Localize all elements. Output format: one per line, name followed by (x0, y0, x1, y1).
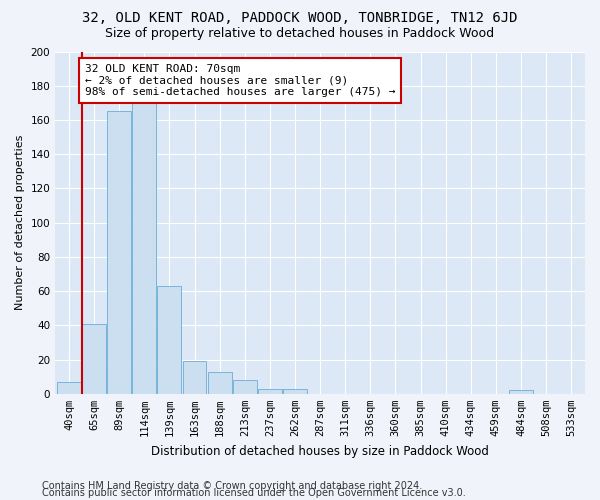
Bar (258, 388, 282, 394)
Text: Size of property relative to detached houses in Paddock Wood: Size of property relative to detached ho… (106, 28, 494, 40)
Text: 32, OLD KENT ROAD, PADDOCK WOOD, TONBRIDGE, TN12 6JD: 32, OLD KENT ROAD, PADDOCK WOOD, TONBRID… (82, 11, 518, 25)
Bar (208, 372, 232, 394)
Bar (82, 324, 106, 394)
Bar (107, 112, 131, 394)
Y-axis label: Number of detached properties: Number of detached properties (15, 135, 25, 310)
Text: 32 OLD KENT ROAD: 70sqm
← 2% of detached houses are smaller (9)
98% of semi-deta: 32 OLD KENT ROAD: 70sqm ← 2% of detached… (85, 64, 395, 97)
Bar (133, 103, 156, 394)
Bar (509, 390, 533, 394)
Bar (233, 380, 257, 394)
Bar (283, 388, 307, 394)
Text: Contains HM Land Registry data © Crown copyright and database right 2024.: Contains HM Land Registry data © Crown c… (42, 481, 422, 491)
Bar (157, 286, 181, 394)
Text: Contains public sector information licensed under the Open Government Licence v3: Contains public sector information licen… (42, 488, 466, 498)
X-axis label: Distribution of detached houses by size in Paddock Wood: Distribution of detached houses by size … (151, 444, 489, 458)
Bar (57, 382, 81, 394)
Bar (182, 362, 206, 394)
